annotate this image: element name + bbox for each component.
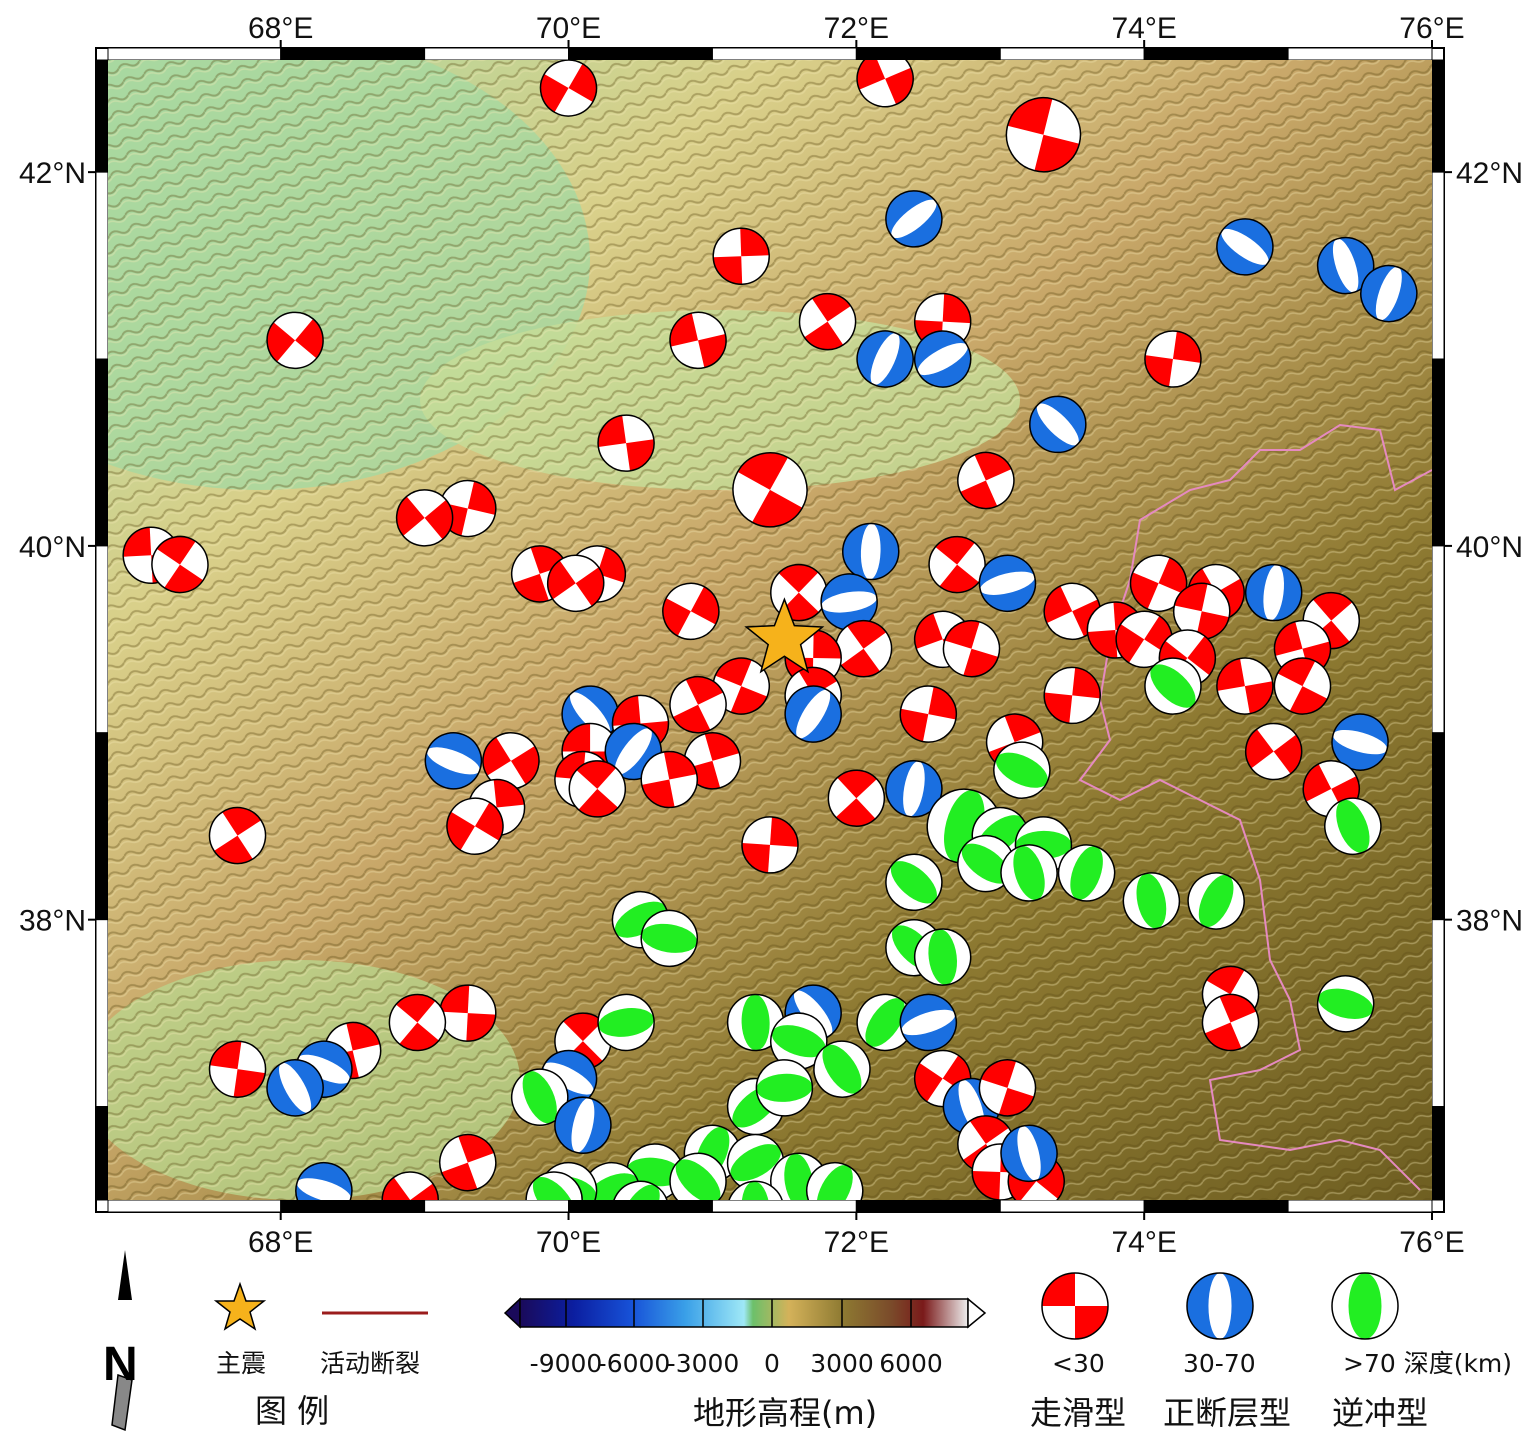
colorbar-tick-label: -9000: [530, 1349, 603, 1378]
frame-bar-left: [96, 359, 108, 546]
legend-mainshock-label: 主震: [216, 1349, 266, 1378]
frame-bar-right: [1432, 359, 1444, 546]
frame-bar-left: [96, 920, 108, 1107]
frame-bar-right: [1432, 733, 1444, 920]
frame-bar-top: [712, 48, 856, 60]
lon-label-top: 74°E: [1111, 12, 1176, 45]
lon-label-top: 68°E: [248, 12, 313, 45]
legend-thrust-icon: [1332, 1273, 1398, 1339]
legend-thrust-depth: >70 深度(km): [1343, 1349, 1512, 1378]
lon-label-bottom: 74°E: [1111, 1226, 1176, 1259]
frame-bar-left: [96, 733, 108, 920]
focal-mechanism-strike-slip: [712, 227, 770, 285]
frame-bar-top: [108, 48, 281, 60]
lon-label-top: 76°E: [1399, 12, 1464, 45]
frame-bar-bottom: [1144, 1200, 1288, 1212]
colorbar-tick-label: 3000: [810, 1349, 874, 1378]
frame-bar-bottom: [108, 1200, 281, 1212]
focal-mechanism-normal: [842, 523, 900, 581]
colorbar-tick-label: 0: [764, 1349, 780, 1378]
frame-bar-right: [1432, 1107, 1444, 1200]
north-arrow-icon: N: [103, 1250, 138, 1430]
lat-label-left: 42°N: [19, 157, 86, 190]
frame-bar-top: [1000, 48, 1144, 60]
lon-label-top: 70°E: [536, 12, 601, 45]
legend-thrust-ball: [1332, 1273, 1398, 1339]
legend-thrust-name: 逆冲型: [1332, 1394, 1428, 1432]
legend-title: 图 例: [255, 1392, 329, 1430]
elevation-tick-labels: -9000-6000-3000 0 3000 6000: [530, 1349, 943, 1378]
frame-bar-top: [1288, 48, 1432, 60]
lon-label-bottom: 68°E: [248, 1226, 313, 1259]
frame-bar-top: [1144, 48, 1288, 60]
frame-bar-left: [96, 1107, 108, 1200]
frame-bar-right: [1432, 546, 1444, 733]
elevation-title: 地形高程(m): [693, 1394, 877, 1432]
frame-bar-left: [96, 172, 108, 359]
frame-bar-bottom: [856, 1200, 1000, 1212]
colorbar-tick-label: -3000: [667, 1349, 740, 1378]
legend-normal-depth: 30-70: [1183, 1349, 1256, 1378]
legend-ss-depth: <30: [1052, 1349, 1105, 1378]
lon-label-bottom: 70°E: [536, 1226, 601, 1259]
frame-bar-right: [1432, 60, 1444, 172]
legend-normal-icon: [1187, 1273, 1253, 1339]
frame-bar-right: [1432, 920, 1444, 1107]
lon-label-bottom: 72°E: [824, 1226, 889, 1259]
lat-label-right: 42°N: [1456, 157, 1523, 190]
frame-bar-bottom: [1288, 1200, 1432, 1212]
colorbar-tick-label: 6000: [879, 1349, 943, 1378]
colorbar-tick-label: -6000: [598, 1349, 671, 1378]
frame-bar-bottom: [425, 1200, 569, 1212]
lat-label-left: 40°N: [19, 531, 86, 564]
lat-label-right: 40°N: [1456, 531, 1523, 564]
frame-bar-bottom: [712, 1200, 856, 1212]
lat-label-right: 38°N: [1456, 905, 1523, 938]
lon-label-top: 72°E: [824, 12, 889, 45]
legend: N 主震 活动断裂 图 例 -9000-6000-3000 0 3000 6000 地…: [103, 1250, 1512, 1432]
legend-normal-ball: [1187, 1273, 1253, 1339]
frame-bar-bottom: [1000, 1200, 1144, 1212]
elevation-colorbar: [505, 1299, 985, 1327]
legend-star-icon: [216, 1284, 264, 1329]
lon-label-bottom: 76°E: [1399, 1226, 1464, 1259]
frame-bar-left: [96, 60, 108, 172]
frame-bar-top: [569, 48, 713, 60]
frame-bar-right: [1432, 172, 1444, 359]
legend-strike-slip-ball: [1042, 1273, 1108, 1339]
frame-bar-bottom: [569, 1200, 713, 1212]
legend-fault-label: 活动断裂: [320, 1349, 420, 1378]
legend-normal-name: 正断层型: [1163, 1394, 1291, 1432]
legend-strike-slip-icon: [1042, 1273, 1108, 1339]
frame-bar-top: [856, 48, 1000, 60]
frame-bar-top: [425, 48, 569, 60]
north-letter: N: [103, 1338, 138, 1391]
legend-ss-name: 走滑型: [1030, 1394, 1126, 1432]
frame-bar-left: [96, 546, 108, 733]
frame-bar-bottom: [281, 1200, 425, 1212]
lat-label-left: 38°N: [19, 905, 86, 938]
frame-bar-top: [281, 48, 425, 60]
